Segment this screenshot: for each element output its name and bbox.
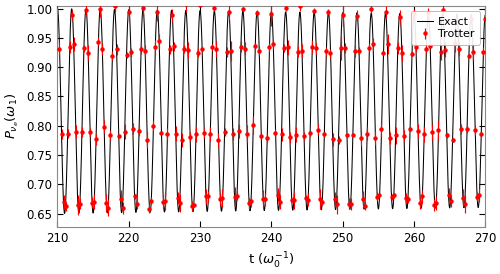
Exact (132, 207, 138, 210)
Exact (62, 212, 68, 215)
Exact (482, 13, 488, 16)
Exact (218, 208, 224, 211)
Exact (406, 156, 412, 159)
Line: Exact: Exact (58, 8, 486, 213)
Exact (333, 207, 339, 211)
Exact (374, 185, 380, 188)
Legend: Exact, Trotter: Exact, Trotter (411, 11, 480, 45)
Exact (311, 11, 317, 14)
X-axis label: t ($\omega_0^{-1}$): t ($\omega_0^{-1}$) (248, 250, 294, 270)
Exact (54, 7, 60, 10)
Y-axis label: $P_{\nu_e}(\omega_1)$: $P_{\nu_e}(\omega_1)$ (4, 93, 21, 139)
